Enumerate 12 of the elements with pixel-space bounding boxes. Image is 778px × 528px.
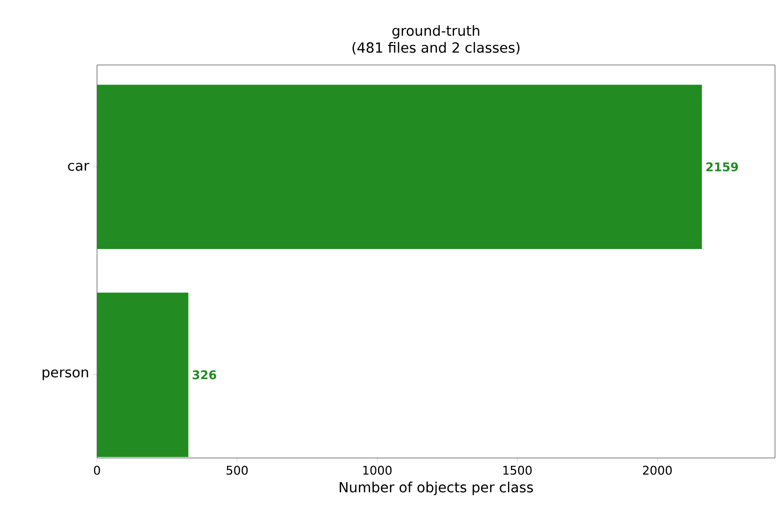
x-axis-title: Number of objects per class	[340, 482, 533, 496]
chart-subtitle: (481 files and 2 classes)	[352, 42, 520, 54]
x-tick-label: 1000	[363, 466, 392, 475]
data-label: 326	[192, 370, 216, 380]
y-tick-label: car	[68, 162, 90, 171]
data-label: 2159	[706, 162, 738, 172]
x-tick-label: 0	[94, 466, 100, 475]
y-tick-label: person	[42, 369, 88, 380]
x-tick-label: 500	[226, 466, 248, 475]
x-tick-label: 2000	[643, 466, 672, 475]
x-tick-label: 1500	[503, 466, 532, 475]
chart-title: ground-truth	[392, 25, 480, 39]
